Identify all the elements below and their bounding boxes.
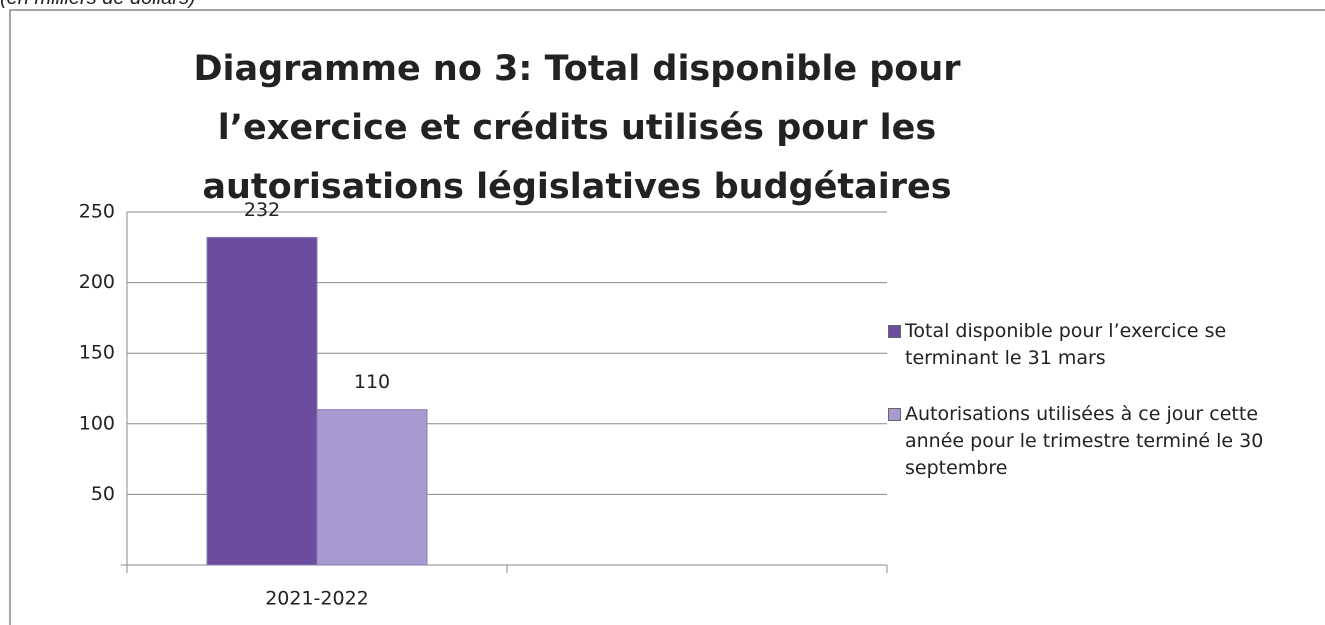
y-tick-label: 100	[79, 412, 115, 434]
bar	[206, 236, 318, 566]
legend: Total disponible pour l’exercice se term…	[888, 318, 1313, 511]
legend-label: Autorisations utilisées à ce jour cette …	[905, 403, 1264, 479]
chart-border	[9, 9, 1325, 625]
legend-label: Total disponible pour l’exercice se term…	[905, 320, 1227, 369]
data-label: 110	[354, 371, 390, 393]
chart-title: Diagramme no 3: Total disponible pour l’…	[193, 49, 961, 207]
data-label: 232	[244, 199, 280, 221]
legend-item: Autorisations utilisées à ce jour cette …	[888, 401, 1313, 482]
y-tick-label: 150	[79, 342, 115, 364]
bar	[316, 409, 428, 566]
y-tick-label: 200	[79, 271, 115, 293]
note: (en milliers de dollars)	[0, 0, 196, 10]
y-tick-label: 50	[91, 483, 115, 505]
y-tick-label: 250	[79, 201, 115, 223]
x-tick-label: 2021-2022	[265, 588, 369, 610]
legend-swatch	[888, 325, 901, 338]
legend-item: Total disponible pour l’exercice se term…	[888, 318, 1313, 372]
legend-swatch	[888, 408, 901, 421]
